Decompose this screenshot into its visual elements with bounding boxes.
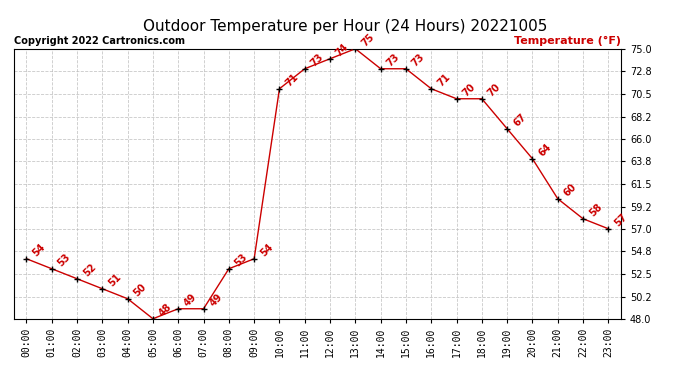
- Text: 53: 53: [233, 251, 250, 268]
- Text: 49: 49: [182, 291, 199, 308]
- Text: 53: 53: [56, 251, 72, 268]
- Text: 57: 57: [613, 211, 629, 228]
- Text: 71: 71: [284, 71, 300, 88]
- Text: Outdoor Temperature per Hour (24 Hours) 20221005: Outdoor Temperature per Hour (24 Hours) …: [143, 19, 547, 34]
- Text: 71: 71: [435, 71, 452, 88]
- Text: 70: 70: [486, 81, 502, 98]
- Text: 74: 74: [334, 41, 351, 58]
- Text: 60: 60: [562, 182, 578, 198]
- Text: Temperature (°F): Temperature (°F): [514, 36, 621, 46]
- Text: 70: 70: [461, 81, 477, 98]
- Text: 73: 73: [385, 51, 402, 68]
- Text: 49: 49: [208, 291, 224, 308]
- Text: 50: 50: [132, 281, 148, 298]
- Text: 48: 48: [157, 301, 174, 318]
- Text: 73: 73: [309, 51, 326, 68]
- Text: 64: 64: [537, 141, 553, 158]
- Text: Copyright 2022 Cartronics.com: Copyright 2022 Cartronics.com: [14, 36, 185, 46]
- Text: 73: 73: [410, 51, 426, 68]
- Text: 75: 75: [359, 32, 376, 48]
- Text: 54: 54: [30, 242, 47, 258]
- Text: 58: 58: [587, 201, 604, 218]
- Text: 54: 54: [258, 242, 275, 258]
- Text: 52: 52: [81, 261, 98, 278]
- Text: 67: 67: [511, 111, 528, 128]
- Text: 51: 51: [106, 272, 123, 288]
